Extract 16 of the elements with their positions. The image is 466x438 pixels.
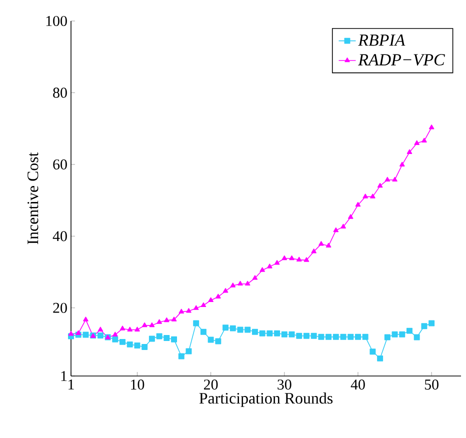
legend-label: RBPIA [358,34,406,46]
x-tick-label: 30 [278,380,292,390]
y-tick-label: 80 [53,88,67,98]
y-tick-label: 20 [53,302,67,313]
y-tick-label: 40 [52,231,67,242]
y-axis-title: Incentive Cost [28,152,38,244]
x-axis-title: Participation Rounds [199,392,333,407]
x-tick-label: 40 [350,380,365,390]
x-tick-label: 20 [204,380,218,390]
y-tick-label: 1 [61,371,67,381]
legend-label: RADP−VPC [358,54,445,66]
y-tick-label: 100 [46,16,67,26]
x-tick-label: 1 [68,380,74,390]
y-tick-label: 60 [53,159,67,170]
x-tick-label: 10 [131,380,144,390]
x-tick-label: 50 [424,380,438,390]
